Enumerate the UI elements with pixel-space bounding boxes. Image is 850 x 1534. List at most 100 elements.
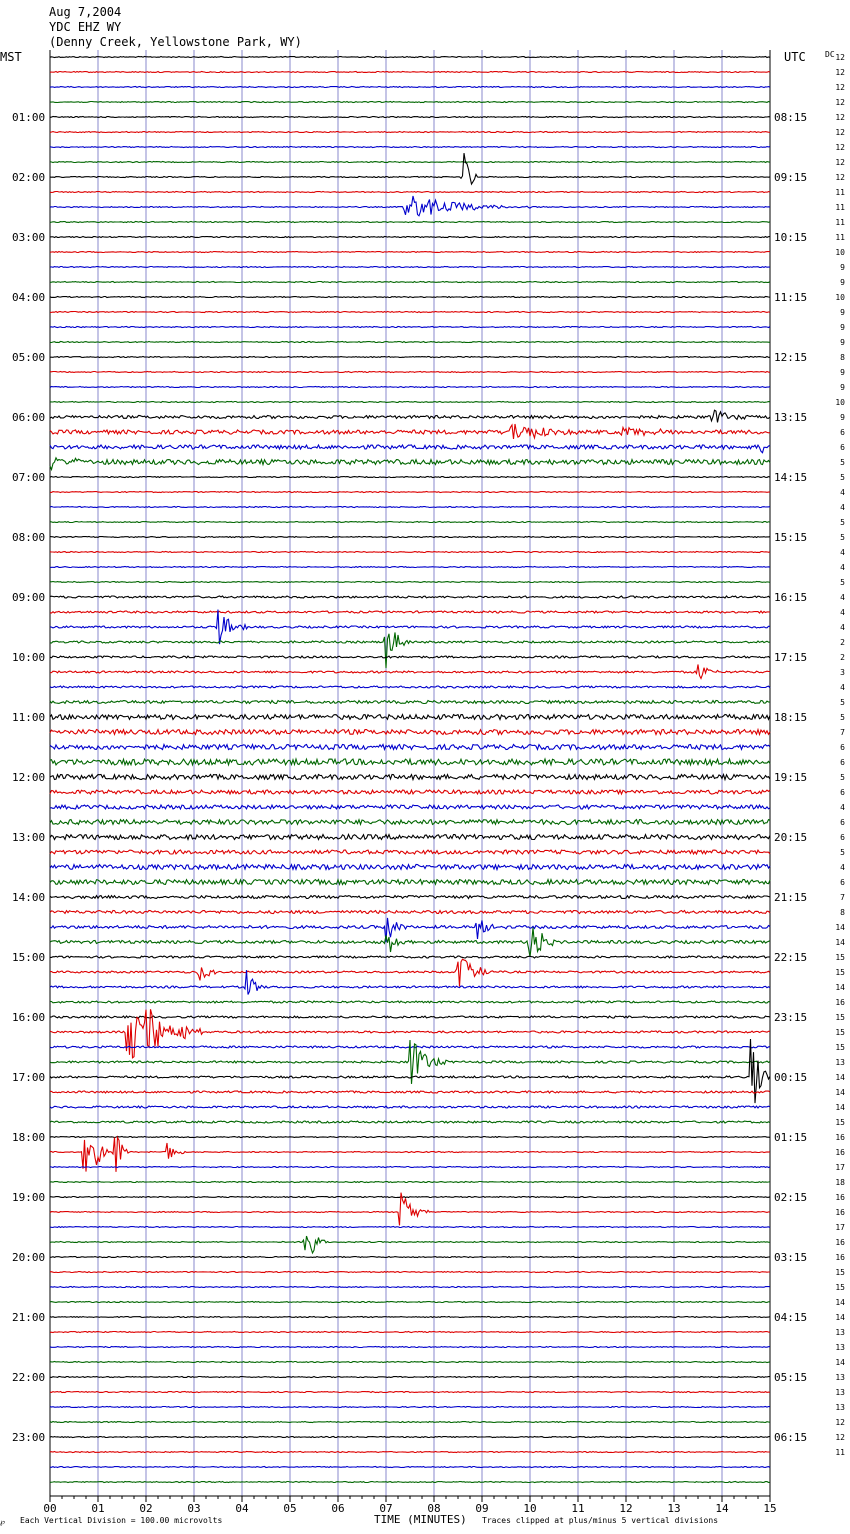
mst-hour-label: 23:00 — [12, 1431, 45, 1444]
dc-offset-label: 6 — [840, 758, 845, 767]
trace-line — [49, 325, 771, 329]
dc-offset-label: 4 — [840, 563, 845, 572]
trace-line — [49, 505, 771, 509]
mst-hour-label: 03:00 — [12, 231, 45, 244]
utc-hour-label: 06:15 — [774, 1431, 807, 1444]
utc-hour-label: 02:15 — [774, 1191, 807, 1204]
trace-line — [50, 955, 771, 959]
trace-line — [49, 1195, 771, 1199]
trace-line — [49, 1375, 770, 1379]
dc-offset-label: 16 — [835, 1133, 845, 1142]
utc-hour-label: 11:15 — [774, 291, 807, 304]
utc-hour-label: 13:15 — [774, 411, 807, 424]
dc-offset-label: 14 — [835, 1073, 845, 1082]
trace-line — [50, 100, 771, 104]
x-tick-label: 10 — [523, 1502, 536, 1515]
x-axis: 00 01 02 03 04 05 06 07 08 09 10 11 12 13 14 15 — [43, 1495, 777, 1515]
x-tick-label: 02 — [139, 1502, 152, 1515]
dc-offset-label: 14 — [835, 1298, 845, 1307]
mst-hour-label: 08:00 — [12, 531, 45, 544]
x-tick-label: 07 — [379, 1502, 392, 1515]
dc-offset-label: 13 — [835, 1343, 845, 1352]
dc-offset-label: 6 — [840, 818, 845, 827]
utc-hour-label: 19:15 — [774, 771, 807, 784]
trace-line — [49, 788, 771, 796]
dc-offset-label: 11 — [835, 1448, 845, 1457]
trace-line — [49, 520, 771, 524]
trace-line — [49, 1435, 771, 1439]
trace-line — [49, 1165, 771, 1169]
dc-offset-label: 14 — [835, 923, 845, 932]
dc-offset-label: 11 — [835, 188, 845, 197]
trace-line — [49, 1135, 771, 1139]
trace-line — [49, 190, 771, 194]
dc-offset-label: 6 — [840, 788, 845, 797]
mst-hour-label: 06:00 — [12, 411, 45, 424]
trace-line — [49, 1480, 770, 1484]
trace-line — [49, 550, 771, 554]
dc-offset-label: 4 — [840, 683, 845, 692]
trace-line — [49, 1235, 771, 1255]
utc-hour-label: 01:15 — [774, 1131, 807, 1144]
trace-line — [49, 1285, 771, 1289]
dc-offset-label: 11 — [835, 203, 845, 212]
trace-line — [49, 927, 771, 957]
x-tick-label: 13 — [667, 1502, 680, 1515]
trace-line — [49, 195, 771, 217]
dc-offset-label: 4 — [840, 623, 845, 632]
dc-offset-label: 9 — [840, 278, 845, 287]
dc-offset-label: 6 — [840, 833, 845, 842]
utc-hour-label: 00:15 — [774, 1071, 807, 1084]
utc-hour-label: 22:15 — [774, 951, 807, 964]
trace-line — [49, 610, 771, 614]
dc-offset-label: 14 — [835, 1088, 845, 1097]
trace-line — [49, 632, 770, 669]
utc-hour-label: 03:15 — [774, 1251, 807, 1264]
mst-hour-label: 04:00 — [12, 291, 45, 304]
dc-offset-label: 15 — [835, 1028, 845, 1037]
mst-hour-label: 17:00 — [12, 1071, 45, 1084]
dc-offset-label: 13 — [835, 1373, 845, 1382]
dc-offset-label: 5 — [840, 698, 845, 707]
mst-hour-label: 18:00 — [12, 1131, 45, 1144]
x-tick-label: 03 — [187, 1502, 200, 1515]
dc-offset-label: 9 — [840, 338, 845, 347]
trace-line — [49, 443, 771, 454]
x-tick-label: 01 — [91, 1502, 104, 1515]
mst-hour-label: 11:00 — [12, 711, 45, 724]
trace-line — [49, 917, 771, 943]
trace-line — [49, 235, 771, 239]
trace-line — [49, 160, 771, 164]
mst-hour-labels: 01:00 02:00 03:00 04:00 05:00 06:00 07:00 08:00… — [12, 111, 45, 1444]
trace-line — [49, 1015, 771, 1019]
dc-offset-label: 4 — [840, 548, 845, 557]
time-grid — [49, 50, 771, 1496]
dc-offset-label: 11 — [835, 218, 845, 227]
dc-offset-label: 4 — [840, 803, 845, 812]
x-tick-label: 09 — [475, 1502, 488, 1515]
utc-hour-label: 12:15 — [774, 351, 807, 364]
trace-line — [49, 1450, 770, 1454]
dc-offset-label: 9 — [840, 413, 845, 422]
dc-offset-label: 9 — [840, 263, 845, 272]
mst-hour-label: 14:00 — [12, 891, 45, 904]
dc-offset-label: 4 — [840, 593, 845, 602]
trace-line — [49, 1300, 770, 1304]
trace-line — [49, 1270, 770, 1274]
trace-line — [49, 772, 771, 782]
dc-offset-label: 12 — [835, 128, 845, 137]
dc-offset-label: 9 — [840, 308, 845, 317]
header-location: (Denny Creek, Yellowstone Park, WY) — [49, 35, 302, 49]
trace-line — [49, 863, 771, 872]
dc-offset-label: 15 — [835, 953, 845, 962]
trace-line — [49, 1315, 771, 1319]
dc-offset-label: 10 — [835, 293, 845, 302]
header-station: YDC EHZ WY — [49, 20, 122, 34]
dc-offset-label: 3 — [840, 668, 845, 677]
dc-offset-label: 15 — [835, 1013, 845, 1022]
dc-offset-labels: 12 12 12 12 12 12 12 12 12 11 11 11 11 10 9 9 10 9 9 9 8 9 9 10… — [835, 53, 845, 1457]
clip-note: Traces clipped at plus/minus 5 vertical … — [482, 1516, 718, 1525]
dc-offset-label: 16 — [835, 1148, 845, 1157]
dc-offset-label: 12 — [835, 113, 845, 122]
utc-hour-label: 08:15 — [774, 111, 807, 124]
